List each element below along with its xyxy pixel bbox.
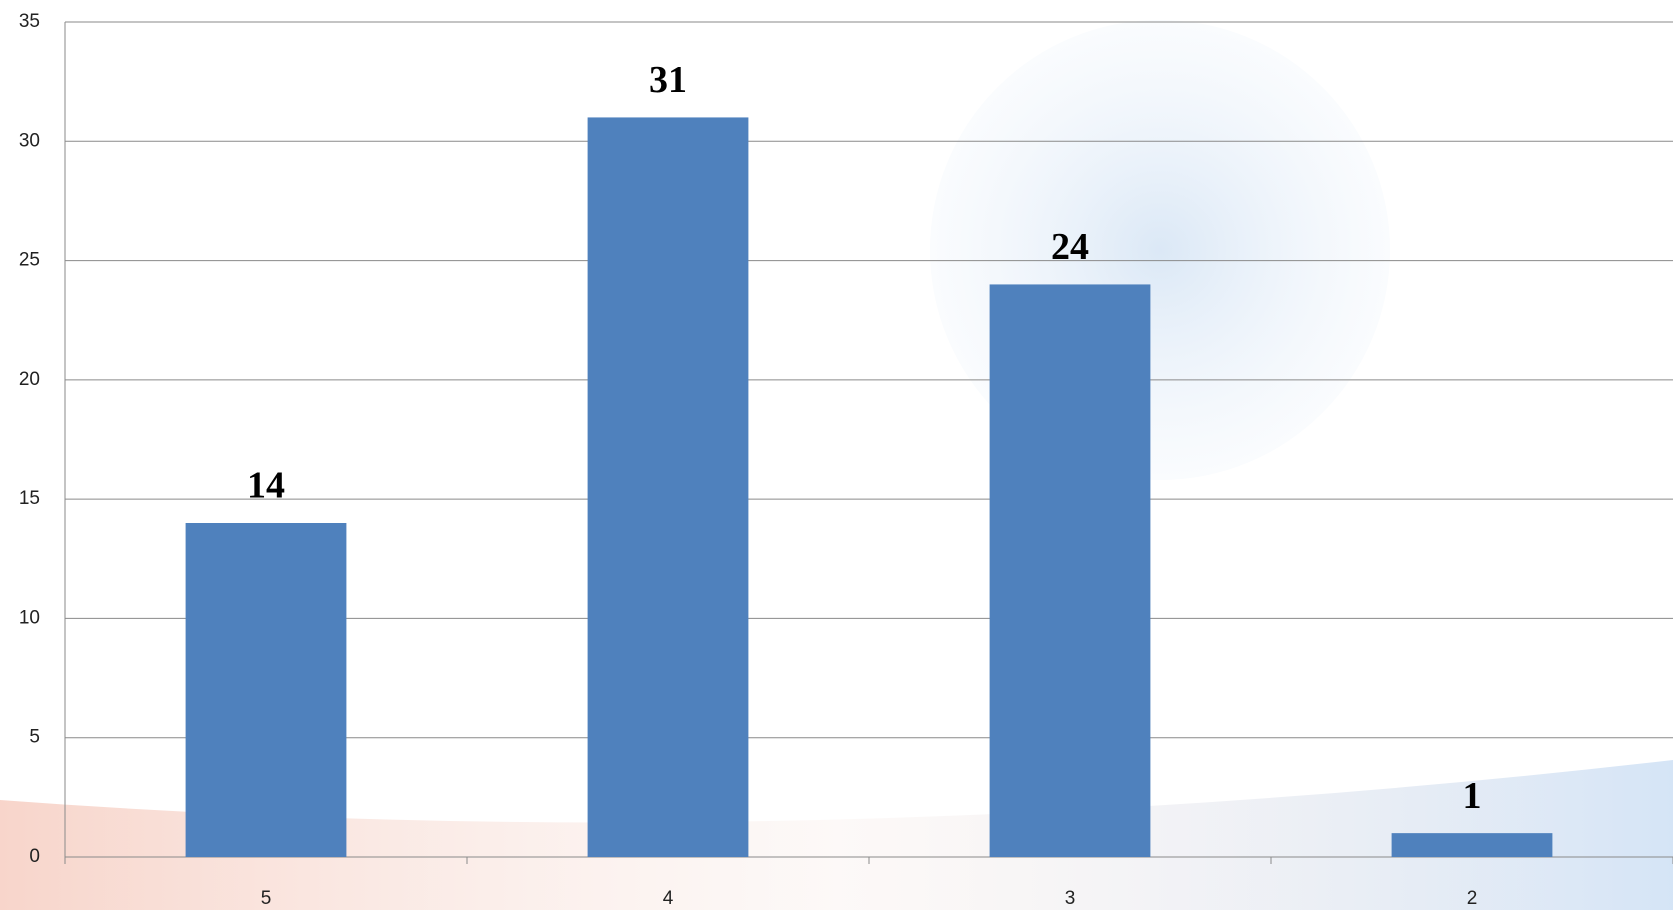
bar: [1391, 833, 1553, 857]
y-tick-label: 35: [19, 11, 40, 32]
bar: [989, 284, 1151, 857]
x-tick-label: 4: [663, 888, 674, 909]
y-tick-label: 25: [19, 250, 40, 271]
x-tick-label: 3: [1065, 888, 1076, 909]
y-tick-label: 15: [19, 488, 40, 509]
data-label: 1: [1463, 775, 1482, 817]
data-label: 31: [649, 59, 687, 101]
y-tick-label: 0: [29, 846, 40, 867]
x-tick-label: 5: [261, 888, 272, 909]
x-tick-label: 2: [1467, 888, 1478, 909]
y-tick-label: 20: [19, 369, 40, 390]
data-label: 14: [247, 465, 285, 507]
y-tick-label: 5: [29, 727, 40, 748]
bar: [185, 523, 347, 857]
bar: [587, 117, 749, 857]
data-label: 24: [1051, 226, 1089, 268]
y-tick-label: 10: [19, 607, 40, 628]
y-tick-label: 30: [19, 130, 40, 151]
